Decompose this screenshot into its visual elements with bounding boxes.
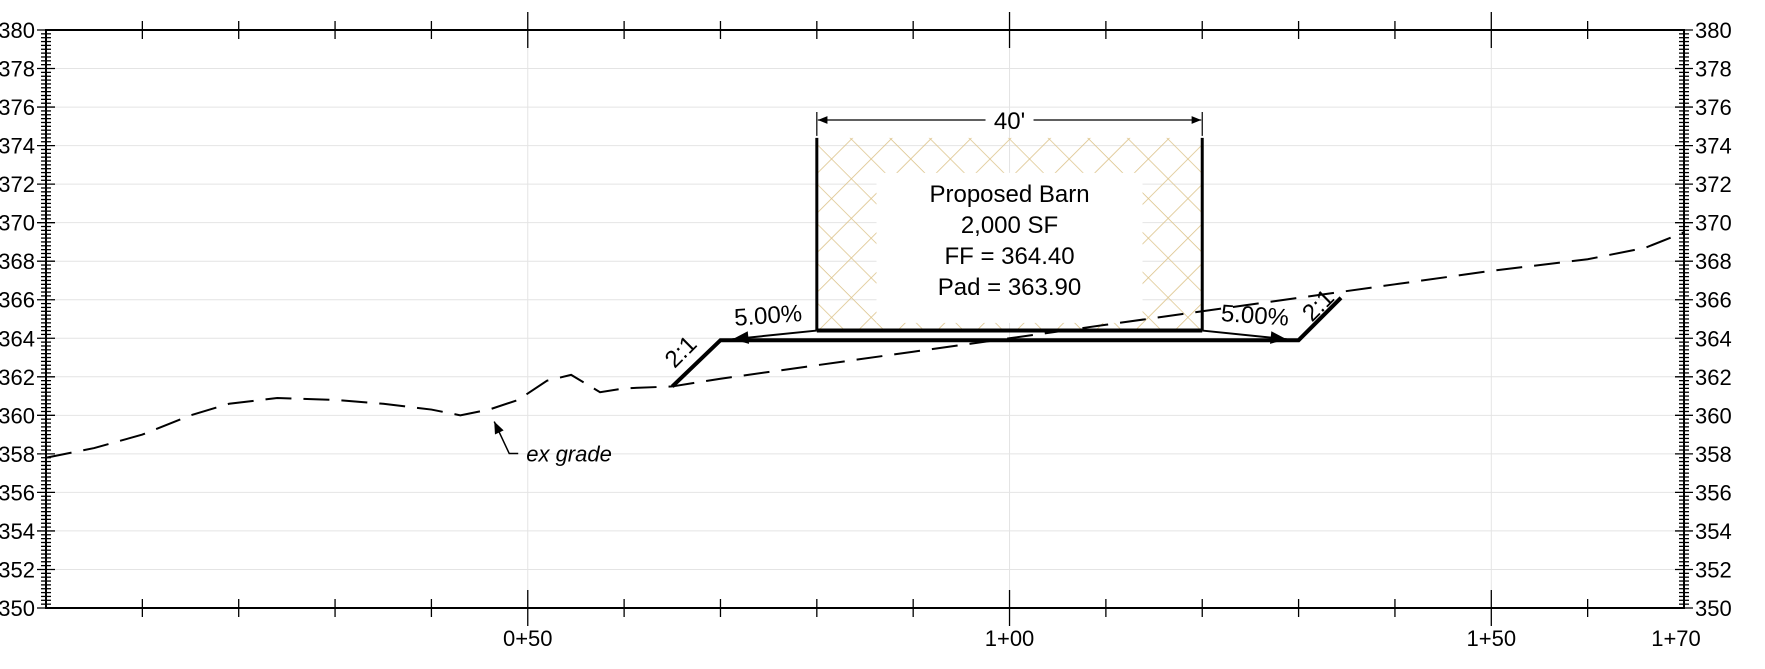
station-label: 1+00 [985, 626, 1035, 651]
elevation-label-right: 380 [1695, 18, 1732, 43]
finished-floor-label: FF = 364.40 [944, 243, 1074, 270]
elevation-label-right: 370 [1695, 211, 1732, 236]
right-side-slope-label: 2:1 [1297, 284, 1340, 327]
elevation-label-right: 352 [1695, 557, 1732, 582]
right-grade-arrow [1202, 329, 1287, 344]
right-grade-label: 5.00% [1220, 300, 1290, 332]
elevation-label-right: 366 [1695, 288, 1732, 313]
elevation-label-left: 380 [0, 18, 35, 43]
barn-label-background [876, 172, 1143, 323]
elevation-label-right: 368 [1695, 249, 1732, 274]
elevation-label-right: 356 [1695, 480, 1732, 505]
elevation-label-left: 362 [0, 365, 35, 390]
elevation-label-left: 366 [0, 288, 35, 313]
elevation-label-left: 370 [0, 211, 35, 236]
ex-grade-leader [493, 421, 519, 455]
proposed-pad-outline [670, 296, 1343, 388]
elevation-label-right: 358 [1695, 442, 1732, 467]
left-grade-label: 5.00% [733, 300, 803, 332]
grid-lines [46, 30, 1684, 608]
elevation-label-left: 376 [0, 95, 35, 120]
station-label: 1+70 [1651, 626, 1701, 651]
station-label: 0+50 [503, 626, 553, 651]
axis-labels: 350 350 352 352 354 354 356 356 358 358 360 360 362 3… [0, 18, 1732, 651]
left-grade-arrow [732, 329, 817, 344]
pad-elevation-label: Pad = 363.90 [938, 274, 1081, 301]
elevation-label-left: 374 [0, 134, 35, 159]
elevation-label-right: 354 [1695, 519, 1732, 544]
elevation-label-left: 358 [0, 442, 35, 467]
elevation-label-left: 352 [0, 557, 35, 582]
elevation-label-right: 376 [1695, 95, 1732, 120]
elevation-label-left: 350 [0, 596, 35, 621]
elevation-label-right: 378 [1695, 57, 1732, 82]
existing-grade-line [45, 231, 1685, 459]
elevation-label-left: 364 [0, 326, 35, 351]
elevation-label-left: 354 [0, 519, 35, 544]
elevation-label-right: 360 [1695, 403, 1732, 428]
barn-name-label: Proposed Barn [929, 181, 1089, 208]
elevation-label-right: 350 [1695, 596, 1732, 621]
elevation-label-left: 360 [0, 403, 35, 428]
left-side-slope-label: 2:1 [660, 331, 703, 374]
elevation-label-left: 372 [0, 172, 35, 197]
elevation-label-right: 372 [1695, 172, 1732, 197]
barn-width-dimension: 40' [994, 108, 1025, 135]
barn-area-label: 2,000 SF [961, 212, 1058, 239]
station-label: 1+50 [1467, 626, 1517, 651]
plot-frame [45, 29, 1685, 609]
elevation-label-left: 356 [0, 480, 35, 505]
elevation-label-right: 364 [1695, 326, 1732, 351]
elevation-label-right: 362 [1695, 365, 1732, 390]
elevation-label-left: 368 [0, 249, 35, 274]
elevation-label-left: 378 [0, 57, 35, 82]
elevation-label-right: 374 [1695, 134, 1732, 159]
existing-grade-label: ex grade [526, 442, 612, 467]
